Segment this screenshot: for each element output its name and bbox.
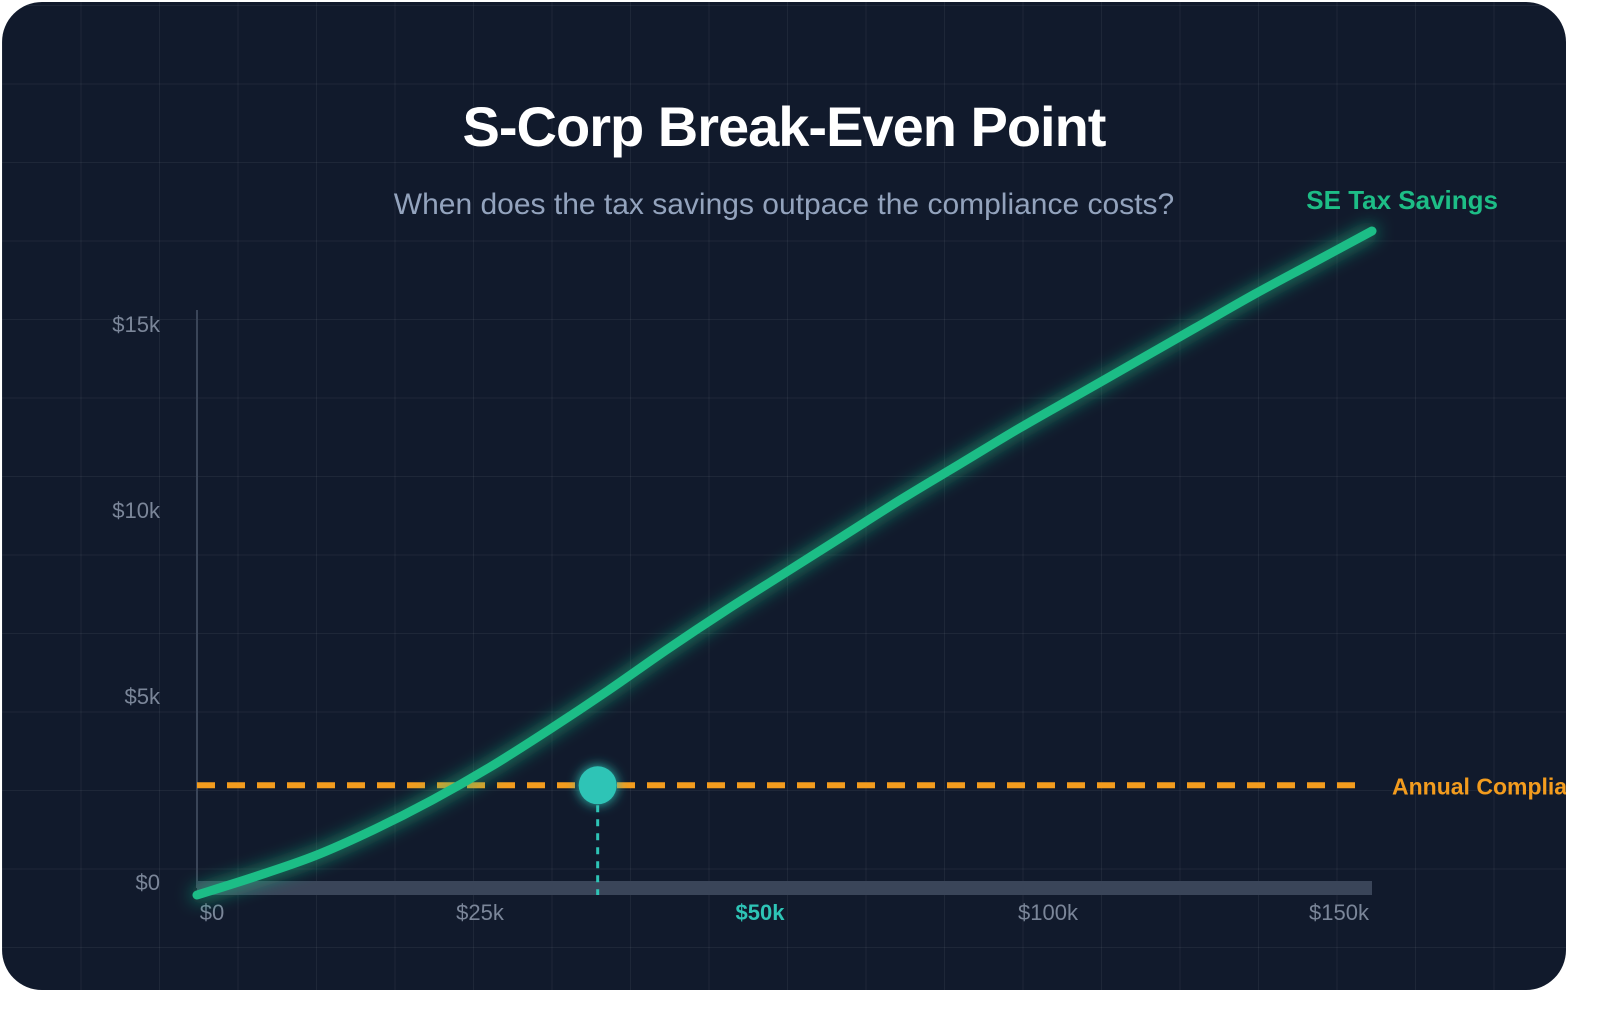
break-even-chart: $0 $5k $10k $15k $0 $25k $50k $100k $150k Annua… — [112, 185, 1566, 925]
chart-card: S-Corp Break-Even Point When does the ta… — [2, 2, 1566, 990]
x-tick-label: $100k — [1018, 900, 1079, 925]
se-tax-savings-line — [192, 226, 1377, 900]
x-tick-label: $150k — [1309, 900, 1370, 925]
y-tick-label: $5k — [125, 684, 161, 709]
y-tick-label: $0 — [136, 870, 160, 895]
y-tick-label: $10k — [112, 498, 161, 523]
x-axis-band — [197, 881, 1372, 895]
break-even-marker[interactable] — [578, 766, 617, 805]
y-tick-label: $15k — [112, 312, 161, 337]
chart-subtitle: When does the tax savings outpace the co… — [393, 188, 1175, 221]
se-tax-savings-label: SE Tax Savings — [1306, 185, 1498, 215]
chart-title: S-Corp Break-Even Point — [462, 95, 1107, 158]
x-tick-label: $50k — [736, 900, 786, 925]
x-tick-label: $0 — [200, 900, 224, 925]
compliance-cost-label: Annual Compliance Cost — [1392, 773, 1566, 799]
x-tick-label: $25k — [456, 900, 505, 925]
